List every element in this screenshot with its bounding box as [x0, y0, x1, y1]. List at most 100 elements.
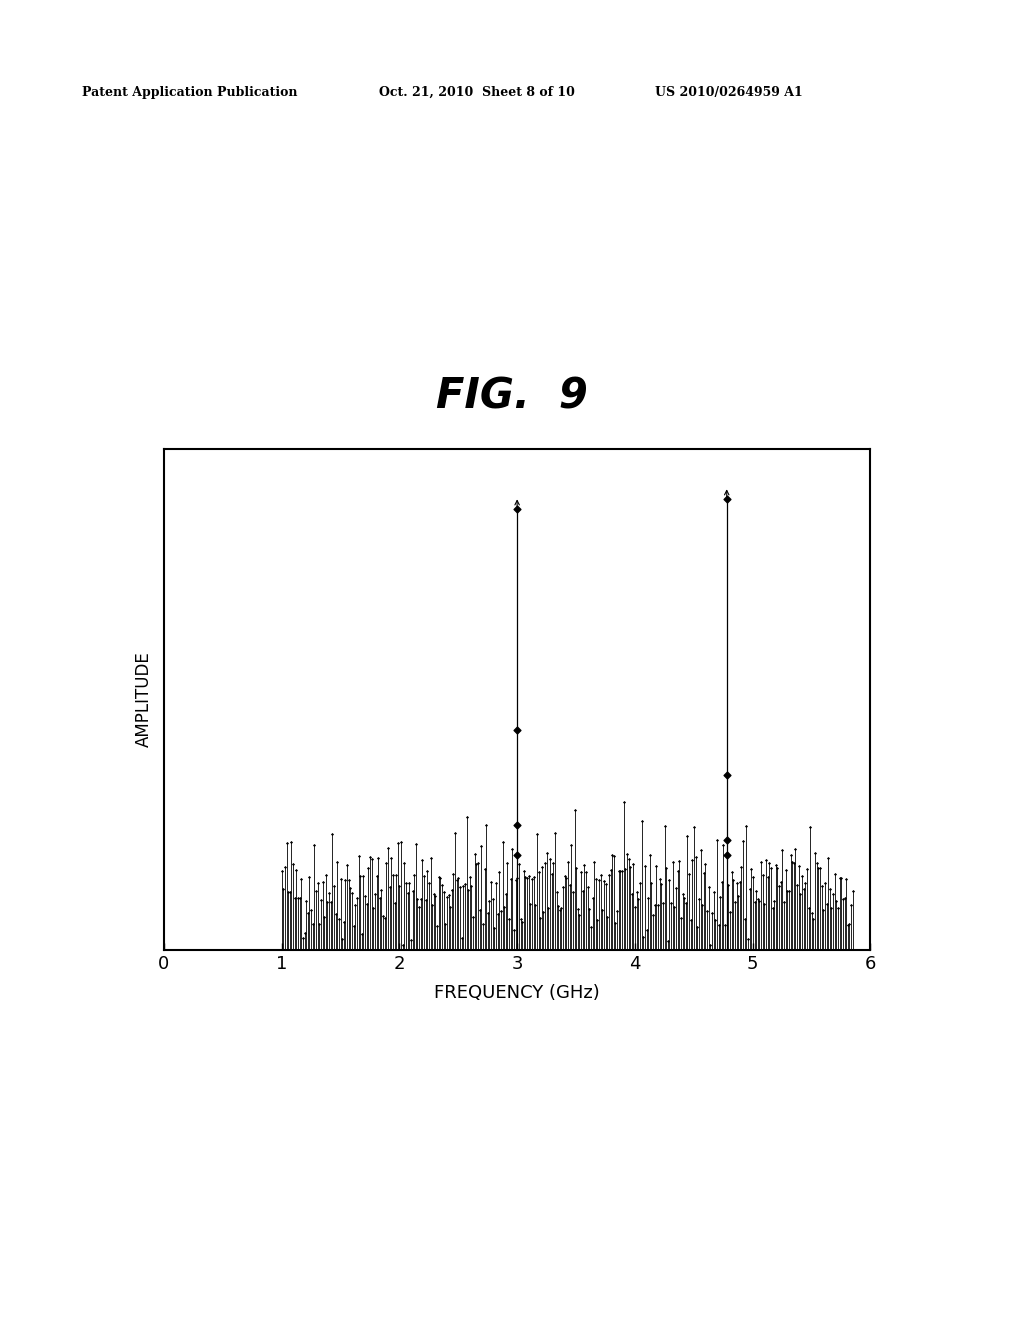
- Point: [708, 909, 724, 931]
- Point: [457, 873, 473, 894]
- Point: [571, 904, 588, 925]
- Point: [703, 903, 720, 924]
- Point: [769, 858, 785, 879]
- Point: [341, 870, 357, 891]
- Point: [756, 894, 772, 915]
- Point: [727, 891, 743, 912]
- Point: [509, 867, 525, 888]
- Point: [634, 810, 650, 832]
- Point: [601, 865, 617, 886]
- Point: [326, 875, 342, 896]
- Point: [328, 904, 344, 925]
- Point: [706, 882, 722, 903]
- Point: [503, 869, 519, 890]
- Point: [560, 851, 577, 873]
- Point: [711, 913, 727, 935]
- Point: [684, 849, 700, 870]
- Point: [784, 851, 801, 873]
- Point: [683, 909, 699, 931]
- Point: [656, 816, 673, 837]
- Point: [826, 863, 843, 884]
- Point: [473, 836, 489, 857]
- Point: [568, 858, 585, 879]
- Point: [583, 916, 599, 937]
- Point: [337, 869, 353, 890]
- Point: [588, 869, 604, 890]
- Point: [648, 855, 665, 876]
- Point: [563, 834, 580, 855]
- Point: [719, 488, 735, 510]
- Point: [730, 886, 746, 907]
- Point: [799, 858, 815, 879]
- Point: [445, 863, 462, 884]
- Point: [304, 913, 321, 935]
- Point: [416, 866, 432, 887]
- Point: [772, 871, 788, 892]
- Point: [787, 838, 804, 859]
- Point: [496, 896, 512, 917]
- Point: [442, 896, 459, 917]
- Point: [809, 853, 825, 874]
- Point: [401, 873, 418, 894]
- Point: [544, 863, 560, 884]
- Point: [758, 850, 774, 871]
- Point: [569, 899, 586, 920]
- Point: [659, 931, 676, 952]
- Point: [284, 832, 300, 853]
- Point: [766, 890, 782, 911]
- Point: [370, 847, 386, 869]
- Point: [642, 845, 658, 866]
- Point: [520, 865, 537, 886]
- Point: [303, 900, 319, 921]
- Point: [739, 928, 756, 949]
- Point: [333, 869, 349, 890]
- Point: [402, 929, 419, 950]
- Point: [421, 873, 437, 894]
- Point: [679, 826, 695, 847]
- Point: [699, 900, 716, 921]
- Point: [617, 859, 634, 880]
- Point: [468, 854, 484, 875]
- Point: [484, 888, 501, 909]
- Point: [719, 842, 735, 863]
- Point: [394, 935, 411, 956]
- Point: [694, 894, 711, 915]
- Point: [763, 857, 779, 878]
- Point: [719, 829, 735, 850]
- Point: [823, 898, 840, 919]
- X-axis label: FREQUENCY (GHz): FREQUENCY (GHz): [434, 985, 600, 1002]
- Point: [594, 899, 610, 920]
- Point: [743, 858, 760, 879]
- Point: [365, 898, 381, 919]
- Point: [465, 907, 481, 928]
- Point: [344, 883, 360, 904]
- Point: [643, 873, 659, 894]
- Point: [645, 904, 662, 925]
- Point: [796, 878, 812, 899]
- Point: [463, 875, 479, 896]
- Point: [377, 908, 393, 929]
- Point: [755, 865, 771, 886]
- Point: [430, 866, 446, 887]
- Point: [723, 862, 739, 883]
- Point: [602, 859, 618, 880]
- Point: [311, 913, 328, 935]
- Point: [397, 873, 414, 894]
- Point: [572, 862, 589, 883]
- Point: [691, 888, 708, 909]
- Point: [542, 847, 558, 869]
- Point: [455, 875, 471, 896]
- Point: [838, 869, 854, 890]
- Point: [785, 853, 802, 874]
- Point: [298, 890, 314, 911]
- Point: [545, 851, 561, 873]
- Point: [654, 892, 671, 913]
- Point: [476, 858, 493, 879]
- Point: [728, 873, 744, 894]
- Point: [492, 862, 508, 883]
- Point: [779, 880, 796, 902]
- Point: [540, 898, 556, 919]
- Point: [752, 891, 768, 912]
- Point: [821, 879, 838, 900]
- Point: [285, 854, 301, 875]
